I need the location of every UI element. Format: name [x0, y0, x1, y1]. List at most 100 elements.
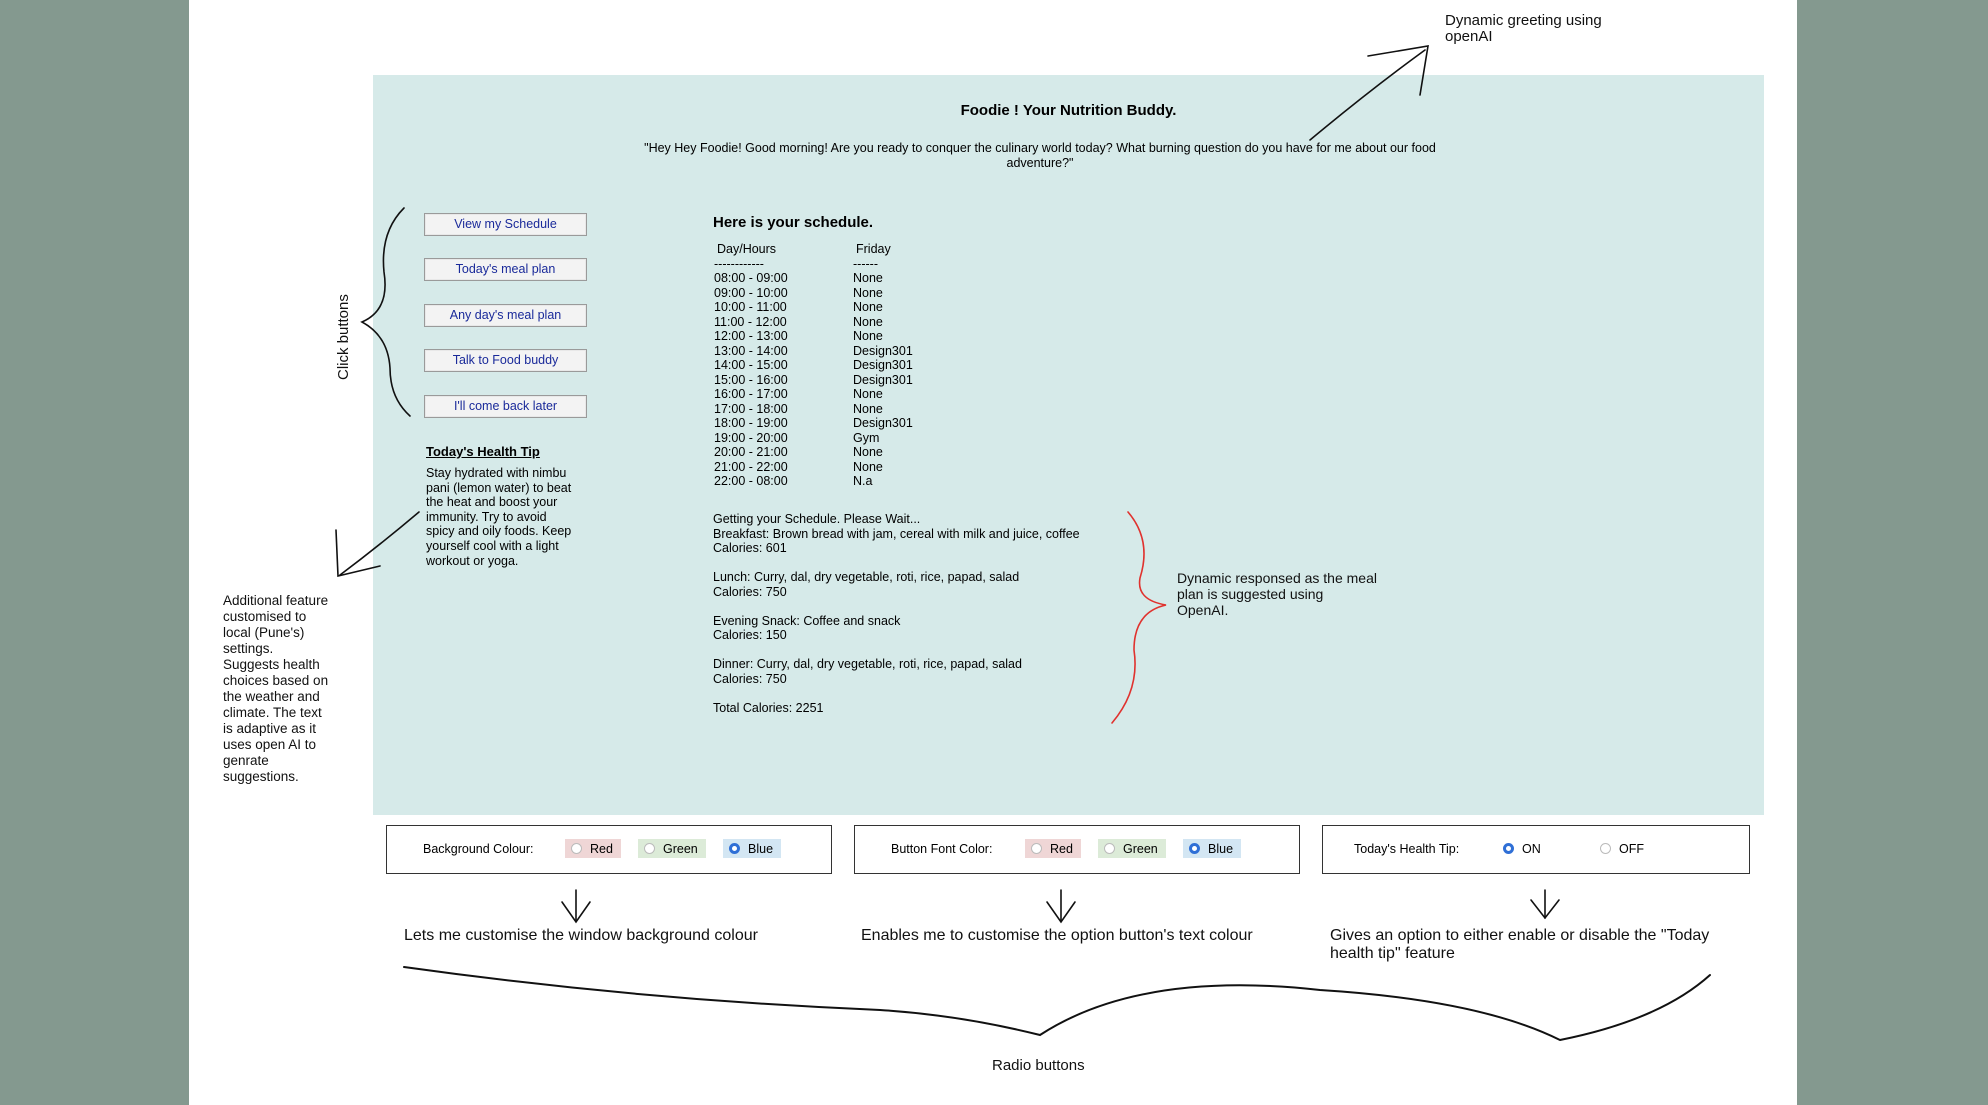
schedule-col1-header: Day/Hours [717, 242, 777, 256]
font-radio-blue[interactable]: Blue [1183, 839, 1242, 858]
schedule-value-cell: None [853, 314, 883, 329]
meal-dinner: Dinner: Curry, dal, dry vegetable, roti,… [713, 657, 1022, 671]
radio-label: Red [590, 841, 613, 856]
schedule-value-cell: N.a [853, 474, 873, 488]
radio-label: ON [1522, 841, 1541, 856]
schedule-header-row: Day/Hours Friday [714, 242, 976, 257]
any-days-meal-plan-button[interactable]: Any day's meal plan [424, 304, 587, 327]
tip-radio-on[interactable]: ON [1497, 839, 1549, 858]
radio-label: Red [1050, 841, 1073, 856]
schedule-value-cell: None [853, 300, 883, 314]
radio-label: Green [663, 841, 698, 856]
table-row: 19:00 - 20:00 Gym [714, 431, 976, 446]
table-row: 08:00 - 09:00 None [714, 271, 976, 286]
radio-label: OFF [1619, 841, 1644, 856]
schedule-rule-row: ------------ ------ [714, 257, 976, 272]
table-row: 13:00 - 14:00 Design301 [714, 344, 976, 359]
meal-status: Getting your Schedule. Please Wait... [713, 512, 921, 526]
meal-plan-response: Getting your Schedule. Please Wait... Br… [713, 512, 1080, 715]
schedule-hours-cell: 10:00 - 11:00 [714, 300, 787, 314]
schedule-col2-header: Friday [856, 242, 891, 256]
schedule-value-cell: None [853, 401, 883, 416]
table-row: 16:00 - 17:00 None [714, 387, 976, 402]
table-row: 15:00 - 16:00 Design301 [714, 373, 976, 388]
meal-breakfast: Breakfast: Brown bread with jam, cereal … [713, 526, 1080, 541]
schedule-value-cell: Design301 [853, 343, 913, 358]
bg-radio-red[interactable]: Red [565, 839, 621, 858]
schedule-value-cell: None [853, 271, 883, 285]
radio-selected-icon [1189, 843, 1200, 854]
schedule-hours-cell: 21:00 - 22:00 [714, 459, 788, 474]
talk-to-food-buddy-button[interactable]: Talk to Food buddy [424, 349, 587, 372]
schedule-table: Day/Hours Friday ------------ ------ 08:… [714, 242, 976, 489]
schedule-hours-cell: 14:00 - 15:00 [714, 358, 788, 372]
schedule-hours-cell: 22:00 - 08:00 [714, 474, 788, 488]
app-title: Foodie ! Your Nutrition Buddy. [960, 102, 1177, 119]
click-buttons-annotation: Click buttons [335, 294, 352, 380]
tip-radio-off[interactable]: OFF [1594, 839, 1652, 858]
schedule-heading: Here is your schedule. [713, 214, 874, 231]
bg-radio-blue[interactable]: Blue [723, 839, 782, 858]
meal-snack: Evening Snack: Coffee and snack [713, 613, 901, 628]
radio-selected-icon [1503, 843, 1514, 854]
greeting-annotation: Dynamic greeting using openAI [1445, 12, 1602, 45]
schedule-hours-cell: 18:00 - 19:00 [714, 416, 788, 430]
app-window [373, 75, 1764, 887]
table-row: 14:00 - 15:00 Design301 [714, 358, 976, 373]
schedule-rows: 08:00 - 09:00 None 09:00 - 10:00 None 10:00 … [714, 271, 976, 489]
schedule-value-cell: Design301 [853, 358, 913, 372]
meal-plan-annotation: Dynamic responsed as the meal plan is su… [1177, 570, 1377, 618]
meal-snack-calories: Calories: 150 [713, 628, 787, 642]
schedule-value-cell: None [853, 329, 883, 343]
schedule-value-cell: None [853, 387, 883, 401]
table-row: 09:00 - 10:00 None [714, 286, 976, 301]
health-feature-annotation: Additional feature customised to local (… [223, 593, 329, 784]
schedule-hours-cell: 12:00 - 13:00 [714, 329, 788, 343]
meal-breakfast-calories: Calories: 601 [713, 541, 787, 555]
meal-total-calories: Total Calories: 2251 [713, 700, 824, 715]
come-back-later-button[interactable]: I'll come back later [424, 395, 587, 418]
table-row: 17:00 - 18:00 None [714, 402, 976, 417]
health-tip-toggle-annotation: Gives an option to either enable or disa… [1330, 927, 1710, 962]
table-row: 11:00 - 12:00 None [714, 315, 976, 330]
schedule-hours-cell: 09:00 - 10:00 [714, 285, 788, 300]
font-color-annotation: Enables me to customise the option butto… [861, 927, 1253, 944]
schedule-value-cell: None [853, 445, 883, 459]
font-radio-green[interactable]: Green [1098, 839, 1166, 858]
table-row: 10:00 - 11:00 None [714, 300, 976, 315]
radio-label: Green [1123, 841, 1158, 856]
greeting-text: "Hey Hey Foodie! Good morning! Are you r… [644, 141, 1436, 170]
meal-lunch: Lunch: Curry, dal, dry vegetable, roti, … [713, 570, 1020, 584]
schedule-value-cell: Design301 [853, 416, 913, 430]
health-tip-toggle-label: Today's Health Tip: [1354, 842, 1460, 856]
health-tip-heading: Today's Health Tip [426, 444, 540, 459]
background-annotation: Lets me customise the window background … [404, 927, 758, 944]
schedule-col2-rule: ------ [853, 256, 878, 271]
radio-label: Blue [748, 841, 774, 856]
radio-dot-icon [1600, 843, 1611, 854]
button-font-color-panel: Button Font Color: Red Green Blue [854, 825, 1300, 874]
schedule-value-cell: None [853, 459, 883, 474]
meal-lunch-calories: Calories: 750 [713, 584, 787, 599]
radio-buttons-annotation: Radio buttons [992, 1057, 1085, 1074]
schedule-value-cell: Gym [853, 430, 880, 445]
schedule-value-cell: Design301 [853, 372, 913, 387]
schedule-hours-cell: 11:00 - 12:00 [714, 314, 787, 329]
schedule-col1-rule: ------------ [714, 256, 764, 271]
font-radio-red[interactable]: Red [1025, 839, 1081, 858]
radio-selected-icon [729, 843, 740, 854]
health-tip-toggle-panel: Today's Health Tip: ON OFF [1322, 825, 1750, 874]
schedule-hours-cell: 16:00 - 17:00 [714, 387, 788, 401]
bg-radio-green[interactable]: Green [638, 839, 706, 858]
radio-dot-icon [1104, 843, 1115, 854]
view-schedule-button[interactable]: View my Schedule [424, 213, 587, 236]
radio-dot-icon [644, 843, 655, 854]
schedule-value-cell: None [853, 285, 883, 300]
health-tip-text: Stay hydrated with nimbu pani (lemon wat… [426, 466, 572, 568]
table-row: 12:00 - 13:00 None [714, 329, 976, 344]
schedule-hours-cell: 20:00 - 21:00 [714, 445, 788, 459]
radio-label: Blue [1208, 841, 1234, 856]
todays-meal-plan-button[interactable]: Today's meal plan [424, 258, 587, 281]
table-row: 22:00 - 08:00 N.a [714, 474, 976, 489]
